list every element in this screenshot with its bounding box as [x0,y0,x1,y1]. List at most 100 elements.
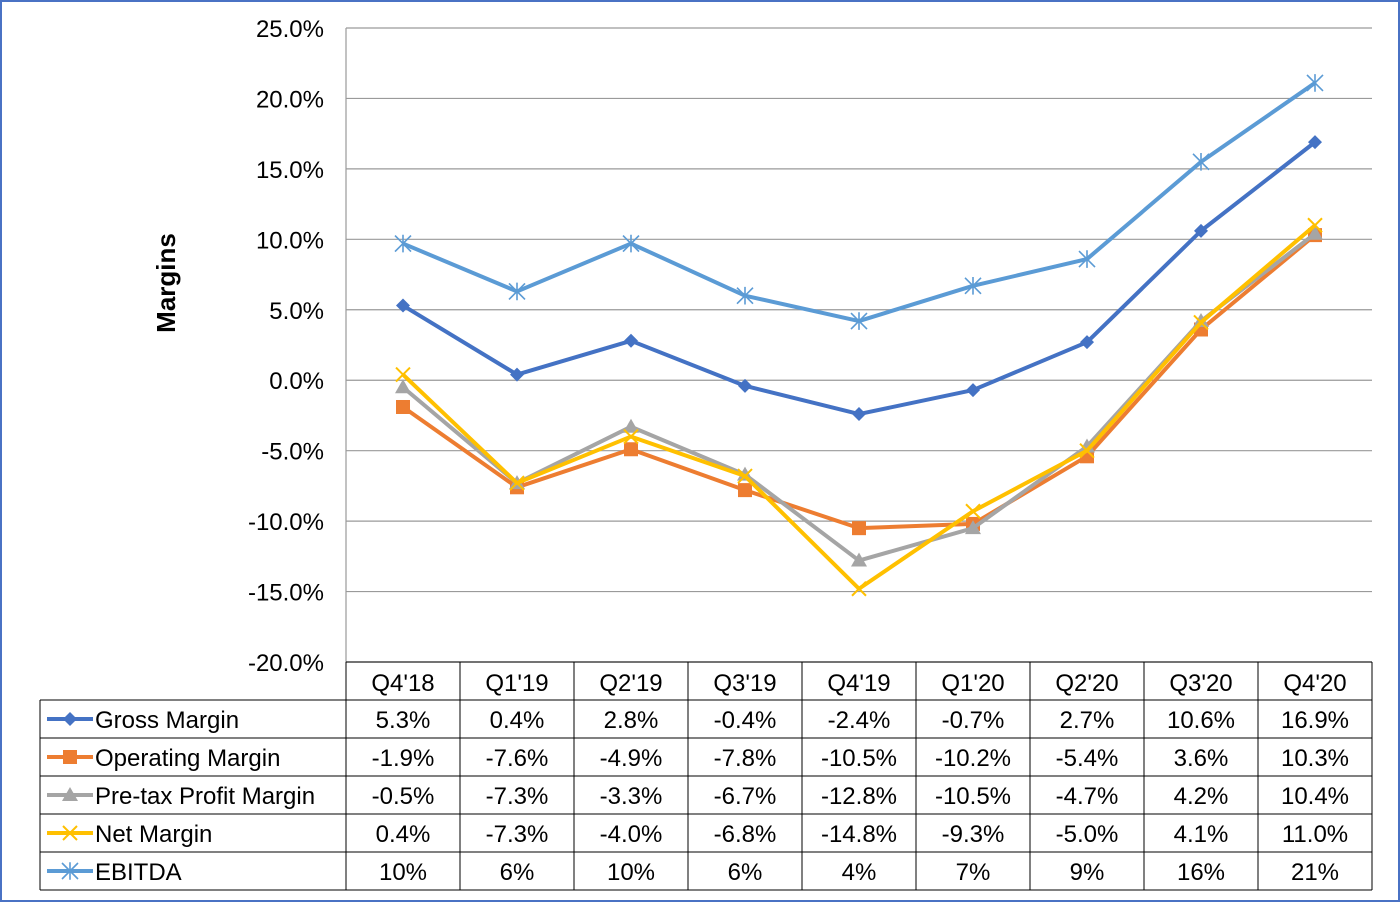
y-tick-label: 15.0% [256,157,324,184]
marker-diamond [510,367,524,382]
table-cell: -12.8% [821,783,897,810]
table-cell: -2.4% [828,707,891,734]
table-cell: 2.7% [1060,707,1115,734]
table-cell: -7.8% [714,745,777,772]
table-cell: 16.9% [1281,707,1349,734]
marker-diamond [1080,335,1094,350]
marker-triangle [62,787,78,801]
marker-diamond [1194,223,1208,238]
table-cell: 9% [1070,859,1105,886]
table-row: Operating Margin -1.9% -7.6% -4.9% -7.8% -10.… [47,745,1349,772]
category-label: Q1'20 [941,670,1004,697]
table-cell: 10.3% [1281,745,1349,772]
y-tick-label: 20.0% [256,86,324,113]
marker-diamond [624,333,638,348]
series-pre-tax-profit-margin [395,225,1323,567]
marker-star [508,282,526,301]
table-cell: 4.2% [1174,783,1229,810]
category-label: Q2'19 [599,670,662,697]
marker-star [622,234,640,253]
legend-label: Gross Margin [95,707,239,734]
series-line [401,233,1317,531]
marker-x [395,366,411,383]
table-cell: -14.8% [821,821,897,848]
table-cell: -4.7% [1056,783,1119,810]
table-cell: -7.6% [486,745,549,772]
category-label: Q1'19 [485,670,548,697]
table-cell: -7.3% [486,783,549,810]
category-label: Q3'20 [1169,670,1232,697]
category-label: Q4'20 [1283,670,1346,697]
marker-x [965,503,981,519]
table-row: Pre-tax Profit Margin -0.5% -7.3% -3.3% -6.7… [47,783,1349,810]
marker-square [63,750,77,764]
marker-x [62,825,78,841]
marker-diamond [1308,135,1322,150]
table-cell: -4.0% [600,821,663,848]
y-tick-labels: 25.0% 20.0% 15.0% 10.0% 5.0% 0.0% -5.0% -10.0% -… [248,16,324,677]
legend-label: EBITDA [95,859,182,886]
y-tick-label: 5.0% [269,298,324,325]
category-label: Q4'18 [371,670,434,697]
table-cell: -10.5% [821,745,897,772]
table-cell: 2.8% [604,707,659,734]
marker-square [852,521,866,536]
series-gross-margin [396,135,1322,422]
table-row: Gross Margin 5.3% 0.4% 2.8% -0.4% -2.4% -0.7% 2… [47,707,1349,734]
marker-diamond [738,378,752,393]
table-cell: -10.5% [935,783,1011,810]
table-cell: -7.3% [486,821,549,848]
table-cell: 4.1% [1174,821,1229,848]
marker-square [738,483,752,498]
table-cell: 10.6% [1167,707,1235,734]
table-cell: 3.6% [1174,745,1229,772]
marker-star [61,862,79,880]
y-tick-label: -10.0% [248,509,324,536]
table-cell: 16% [1177,859,1225,886]
table-cell: -6.8% [714,821,777,848]
table-cell: 10% [607,859,655,886]
table-cell: 10% [379,859,427,886]
table-cell: 10.4% [1281,783,1349,810]
legend-label: Net Margin [95,821,212,848]
series-line [402,81,1317,324]
marker-x [737,468,753,484]
marker-square [624,442,638,457]
table-cell: -0.5% [372,783,435,810]
marker-x [1079,442,1095,459]
marker-star [1192,153,1210,171]
y-tick-label: -15.0% [248,580,324,607]
table-row: EBITDA 10% 6% 10% 6% 4% 7% 9% 16% 21% [47,859,1339,886]
table-cell: -3.3% [600,783,663,810]
category-label: Q4'19 [827,670,890,697]
table-row: Net Margin 0.4% -7.3% -4.0% -6.8% -14.8% -9.3%… [47,821,1348,848]
table-cell: 0.4% [376,821,431,848]
legend-label: Operating Margin [95,745,280,772]
marker-x [1193,314,1209,331]
y-axis-title: Margins [151,233,181,333]
y-tick-label: 0.0% [269,368,324,395]
marker-star [736,286,754,305]
y-tick-label: -20.0% [248,650,324,677]
table-cell: -9.3% [942,821,1005,848]
marker-x [509,475,525,491]
series-operating-margin [396,228,1322,536]
marker-square [396,399,410,414]
series-ebitda [394,74,1324,330]
table-cell: 11.0% [1282,821,1348,848]
marker-diamond [852,407,866,422]
marker-star [850,312,868,330]
marker-star [964,277,982,295]
marker-triangle [1307,225,1323,240]
y-tick-label: 25.0% [256,16,324,43]
data-table: Q4'18 Q1'19 Q2'19 Q3'19 Q4'19 Q1'20 Q2'20 Q3'20… [39,661,1373,891]
marker-x [851,581,867,597]
marker-triangle [623,418,639,433]
marker-star [1078,250,1096,268]
legend-label: Pre-tax Profit Margin [95,783,315,810]
marker-triangle [851,552,867,567]
table-cell: -5.4% [1056,745,1119,772]
marker-x [1307,217,1323,233]
gridlines [346,27,1372,663]
